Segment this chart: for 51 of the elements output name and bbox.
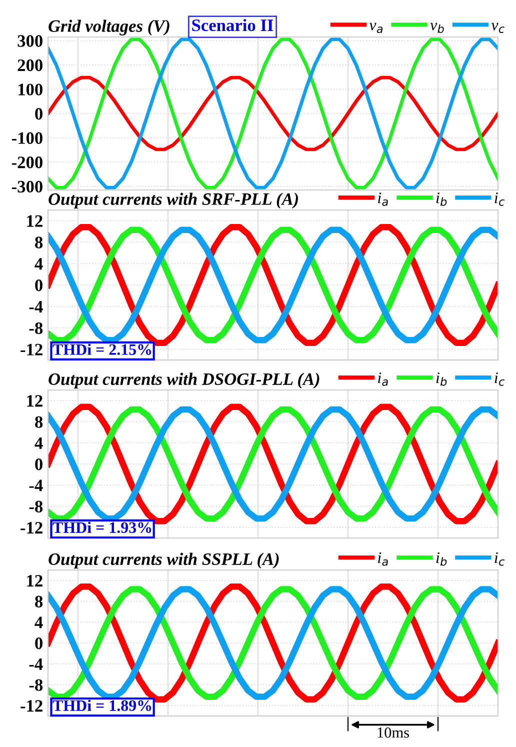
- legend-label: i$_{b}$: [436, 552, 447, 566]
- y-tick-label: 12: [27, 215, 42, 227]
- y-tick-label: -8: [29, 500, 43, 512]
- chart-title: Output currents with SSPLL (A): [48, 552, 279, 569]
- legend-label: i$_{a}$: [378, 552, 388, 566]
- y-tick-label: 8: [35, 416, 43, 428]
- y-tick-label: 0: [35, 279, 42, 292]
- legend-label: i$_{c}$: [494, 372, 505, 386]
- legend-label: i$_{a}$: [378, 192, 388, 206]
- legend-label: v$_{a}$: [369, 22, 383, 34]
- y-tick-label: 0: [35, 458, 42, 470]
- annotation: THDi = 1.89%: [52, 700, 152, 712]
- legend-label: v$_{b}$: [430, 22, 444, 34]
- legend-label: i$_{a}$: [378, 372, 388, 386]
- chart-title: Output currents with SRF-PLL (A): [48, 192, 298, 208]
- legend-label: i$_{c}$: [494, 552, 505, 566]
- y-tick-label: -8: [29, 679, 43, 691]
- annotation: THDi = 1.93%: [52, 522, 152, 534]
- y-tick-label: -12: [20, 522, 42, 534]
- y-tick-label: 0: [35, 637, 42, 650]
- line-series: [48, 38, 498, 190]
- text: 10ms: [378, 727, 409, 738]
- legend-label: i$_{c}$: [494, 192, 505, 206]
- y-tick-label: 4: [34, 616, 43, 628]
- y-tick-label: -100: [12, 132, 42, 144]
- legend-label: i$_{b}$: [436, 192, 447, 206]
- y-tick-label: 12: [27, 574, 42, 586]
- y-tick-label: 100: [18, 84, 42, 96]
- y-tick-label: -8: [29, 322, 43, 334]
- y-tick-label: -4: [29, 480, 43, 492]
- y-tick-label: 8: [35, 596, 43, 608]
- y-tick-label: 4: [34, 258, 43, 270]
- y-tick-label: 8: [35, 236, 43, 248]
- chart-title: Grid voltages (V): [48, 20, 170, 36]
- line-series: [48, 76, 498, 152]
- chart-title: Output currents with DSOGI-PLL (A): [48, 372, 320, 389]
- y-tick-label: 12: [27, 395, 42, 407]
- y-tick-label: 4: [34, 437, 43, 449]
- y-tick-label: 200: [18, 59, 42, 72]
- y-tick-label: 0: [35, 108, 42, 120]
- y-tick-label: -300: [12, 180, 42, 193]
- y-tick-label: -4: [29, 658, 43, 670]
- y-tick-label: -200: [12, 156, 42, 168]
- y-tick-label: 300: [18, 35, 42, 47]
- text: Scenario II: [192, 18, 274, 32]
- y-tick-label: -12: [20, 700, 42, 712]
- y-tick-label: -4: [29, 301, 43, 312]
- legend-label: i$_{b}$: [436, 372, 447, 386]
- y-tick-label: -12: [20, 344, 42, 356]
- annotation: THDi = 2.15%: [52, 344, 152, 356]
- legend-label: v$_{c}$: [491, 22, 504, 34]
